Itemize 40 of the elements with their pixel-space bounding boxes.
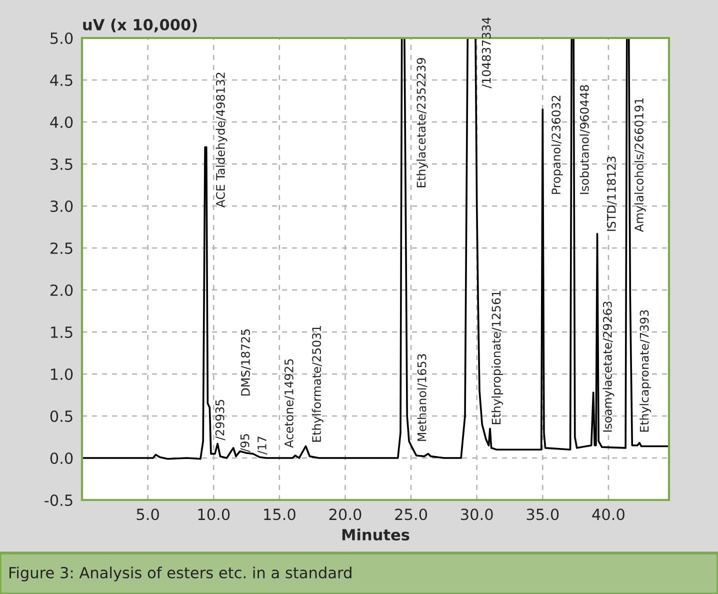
- x-tick-label: 25.0: [395, 508, 428, 520]
- y-tick-label: 1.0: [51, 368, 73, 380]
- x-tick-label: 5.0: [136, 508, 159, 520]
- annotation: Ethylacetate/2352239: [416, 58, 428, 188]
- annotation: Isoamylacetate/29263: [602, 302, 614, 432]
- annotation: Ethylformate/25031: [312, 326, 324, 442]
- y-tick-label: 4.5: [50, 74, 72, 86]
- x-tick-label: 15.0: [264, 508, 296, 520]
- annotation: DMS/18725: [241, 329, 251, 396]
- annotation: ACE Taldehyde/498132: [216, 72, 228, 208]
- y-tick-label: -0.5: [44, 494, 72, 506]
- x-tick-label: 10.0: [198, 508, 230, 520]
- y-tick-label: 3.5: [50, 158, 72, 170]
- y-tick-label: 3.0: [50, 200, 73, 212]
- y-axis-title: uV (x 10,000): [83, 18, 197, 32]
- annotation: Ethylcapronate/7393: [640, 310, 652, 432]
- y-tick-label: 1.5: [51, 326, 72, 338]
- x-tick-label: 20.0: [329, 508, 362, 520]
- annotation: Methanol/1653: [417, 354, 428, 441]
- annotation: /95: [240, 434, 250, 452]
- annotation: Ethylpropionate/12561: [492, 291, 503, 424]
- y-tick-label: 5.0: [50, 32, 73, 44]
- annotation: Acetone/14925: [284, 359, 294, 448]
- x-axis-title: Minutes: [342, 528, 410, 540]
- annotation: /104837334: [482, 17, 492, 88]
- x-tick-label: 35.0: [526, 508, 559, 520]
- y-tick-label: 2.5: [50, 242, 72, 254]
- annotation: Isobutanol/960448: [580, 85, 590, 194]
- caption: Figure 3: Analysis of esters etc. in a standard: [10, 566, 352, 582]
- x-tick-label: 40.0: [592, 508, 624, 520]
- y-tick-label: 2.0: [50, 284, 73, 296]
- annotation: ISTD/118123: [606, 156, 617, 231]
- y-tick-label: 4.0: [50, 116, 73, 128]
- annotation: /17: [258, 436, 268, 455]
- y-tick-label: 0.0: [50, 452, 73, 464]
- annotation: /29935: [215, 400, 226, 440]
- annotation: Propanol/236032: [551, 96, 563, 194]
- annotation: Amylalcohols/2660191: [634, 98, 646, 232]
- y-tick-label: 0.5: [50, 410, 72, 422]
- x-tick-label: 30.0: [461, 508, 493, 520]
